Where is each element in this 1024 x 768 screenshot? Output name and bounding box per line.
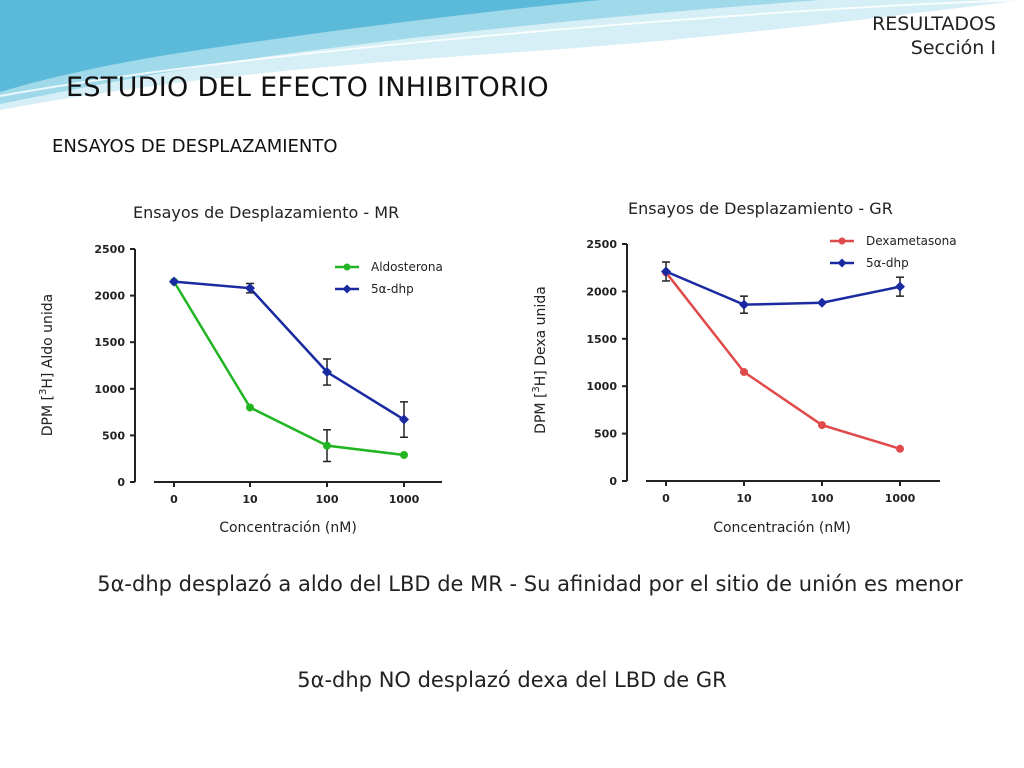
mr-y-tick-label: 500 — [102, 429, 125, 442]
gr-y-tick-label: 500 — [594, 428, 617, 441]
mr-data-point — [245, 283, 255, 294]
gr-y-tick-label: 2000 — [586, 285, 617, 298]
section-label-line2: Sección I — [910, 37, 996, 59]
gr-series-line — [665, 270, 901, 306]
gr-data-point — [818, 421, 826, 430]
gr-legend-marker — [838, 237, 846, 245]
gr-x-axis-label: Concentración (nM) — [713, 520, 851, 536]
gr-data-point — [740, 367, 748, 376]
mr-x-tick-label: 10 — [242, 493, 258, 506]
mr-x-tick-label: 100 — [316, 493, 339, 506]
wave-line — [0, 0, 1024, 97]
mr-series-line — [173, 280, 405, 421]
gr-data-point — [661, 266, 671, 277]
mr-x-tick-label: 0 — [170, 493, 178, 506]
mr-data-point — [323, 441, 331, 450]
mr-x-axis-label: Concentración (nM) — [219, 520, 357, 536]
conclusion-mr: 5α-dhp desplazó a aldo del LBD de MR - S… — [97, 572, 963, 596]
page-subtitle: ENSAYOS DE DESPLAZAMIENTO — [52, 136, 338, 157]
gr-legend-label: Dexametasona — [866, 234, 957, 248]
gr-data-point — [739, 299, 749, 310]
mr-data-point — [169, 276, 179, 287]
gr-y-tick-label: 0 — [609, 475, 617, 488]
background-waves — [0, 0, 1024, 110]
mr-legend-marker — [342, 284, 352, 294]
mr-y-tick-label: 2500 — [94, 243, 125, 256]
gr-x-tick-label: 1000 — [885, 492, 916, 505]
mr-legend-label: Aldosterona — [371, 260, 443, 274]
gr-legend-marker — [837, 258, 847, 268]
gr-y-axis-label: DPM [3H] Dexa unida — [531, 286, 549, 434]
mr-y-tick-label: 1500 — [94, 336, 125, 349]
gr-series-line — [665, 271, 901, 450]
mr-x-tick-label: 1000 — [389, 493, 420, 506]
page-title: ESTUDIO DEL EFECTO INHIBITORIO — [66, 72, 549, 103]
mr-data-point — [400, 450, 408, 459]
gr-y-tick-label: 1000 — [586, 380, 617, 393]
section-label: RESULTADOS Sección I — [872, 12, 996, 60]
gr-plot: 0 500 1000 1500 2000 2500 0 10 100 1000 Concentrac… — [531, 234, 957, 536]
gr-legend-label: 5α-dhp — [866, 256, 909, 270]
mr-y-tick-label: 2000 — [94, 290, 125, 303]
gr-data-point — [817, 297, 827, 308]
mr-data-point — [322, 367, 332, 378]
wave-dark — [0, 0, 600, 92]
mr-y-axis-label: DPM [3H] Aldo unida — [38, 294, 56, 437]
gr-chart-title: Ensayos de Desplazamiento - GR — [628, 199, 893, 218]
mr-series-line — [172, 280, 405, 457]
gr-data-point — [895, 281, 905, 292]
gr-y-tick-label: 1500 — [586, 333, 617, 346]
mr-legend-marker — [343, 263, 351, 271]
mr-chart-title: Ensayos de Desplazamiento - MR — [133, 203, 400, 222]
mr-y-tick-label: 1000 — [94, 383, 125, 396]
gr-x-tick-label: 0 — [662, 492, 670, 505]
mr-plot: 0 500 1000 1500 2000 2500 0 10 100 1000 Concentrac… — [38, 243, 443, 536]
conclusion-gr: 5α-dhp NO desplazó dexa del LBD de GR — [297, 668, 727, 692]
mr-legend-label: 5α-dhp — [371, 282, 414, 296]
gr-x-tick-label: 10 — [736, 492, 752, 505]
gr-x-tick-label: 100 — [811, 492, 834, 505]
gr-data-point — [896, 444, 904, 453]
gr-y-tick-label: 2500 — [586, 238, 617, 251]
mr-data-point — [399, 414, 409, 425]
section-label-line1: RESULTADOS — [872, 13, 996, 35]
mr-data-point — [246, 403, 254, 412]
mr-y-tick-label: 0 — [117, 476, 125, 489]
